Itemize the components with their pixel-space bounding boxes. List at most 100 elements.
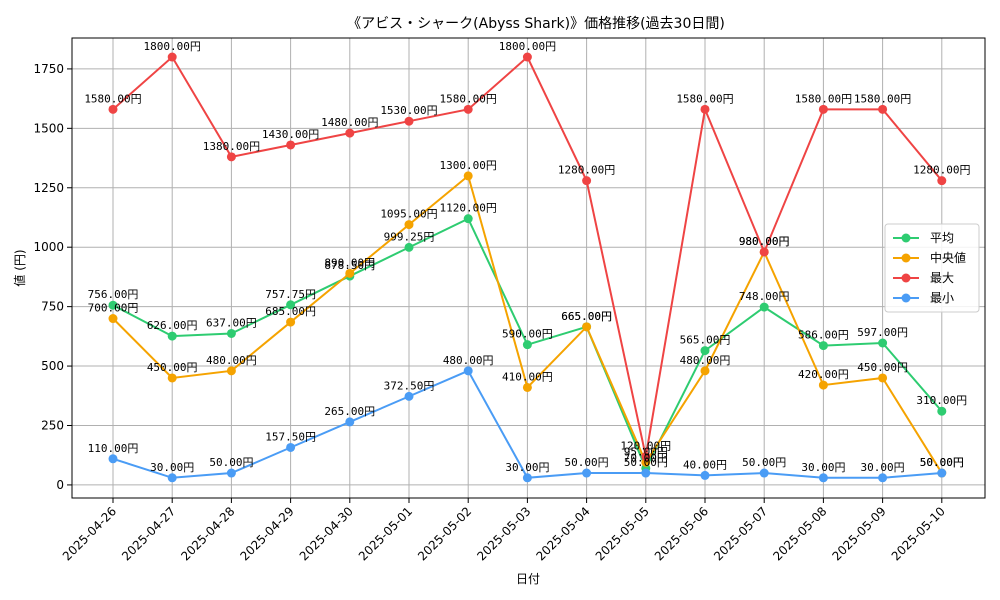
data-label: 685.00円 bbox=[265, 305, 316, 318]
legend-box bbox=[884, 223, 980, 313]
x-tick-label: 2025-05-08 bbox=[770, 504, 829, 563]
data-label: 30.00円 bbox=[505, 461, 549, 474]
data-point bbox=[937, 176, 947, 186]
data-label: 1280.00円 bbox=[913, 164, 970, 177]
data-label: 95.00円 bbox=[624, 445, 668, 458]
data-point bbox=[167, 331, 177, 341]
data-point bbox=[286, 300, 296, 310]
y-tick-label: 1750 bbox=[33, 62, 64, 76]
data-label: 980.00円 bbox=[739, 235, 790, 248]
data-label: 1580.00円 bbox=[440, 92, 497, 105]
data-label: 265.00円 bbox=[324, 405, 375, 418]
data-point bbox=[759, 247, 769, 257]
x-tick-label: 2025-05-07 bbox=[711, 504, 770, 563]
data-point bbox=[108, 104, 118, 114]
data-label: 30.00円 bbox=[801, 461, 845, 474]
data-point bbox=[286, 140, 296, 150]
data-label: 1280.00円 bbox=[558, 164, 615, 177]
x-tick-label: 2025-05-04 bbox=[534, 504, 593, 563]
data-label: 50.00円 bbox=[209, 456, 253, 469]
y-axis-label: 値 (円) bbox=[12, 249, 27, 286]
data-point bbox=[404, 242, 414, 252]
data-label: 372.50円 bbox=[384, 379, 435, 392]
data-point bbox=[818, 341, 828, 351]
x-tick-label: 2025-05-05 bbox=[593, 504, 652, 563]
data-point bbox=[818, 473, 828, 483]
data-point bbox=[878, 373, 888, 383]
x-axis-label: 日付 bbox=[516, 572, 540, 586]
legend-swatch-marker bbox=[901, 253, 911, 263]
data-label: 597.00円 bbox=[857, 326, 908, 339]
data-point bbox=[700, 366, 710, 376]
data-label: 50.00円 bbox=[742, 456, 786, 469]
legend-entry-label: 最小 bbox=[930, 291, 954, 305]
x-tick-label: 2025-04-29 bbox=[238, 504, 297, 563]
data-label: 999.25円 bbox=[384, 230, 435, 243]
data-point bbox=[522, 340, 532, 350]
y-tick-label: 1000 bbox=[33, 240, 64, 254]
data-point bbox=[226, 328, 236, 338]
data-point bbox=[818, 380, 828, 390]
data-point bbox=[700, 104, 710, 114]
series-lines bbox=[108, 52, 947, 483]
data-point bbox=[226, 152, 236, 162]
legend-entry-label: 最大 bbox=[930, 271, 954, 285]
data-label: 480.00円 bbox=[680, 354, 731, 367]
data-label: 310.00円 bbox=[916, 394, 967, 407]
data-label: 50.00円 bbox=[920, 456, 964, 469]
data-point bbox=[641, 468, 651, 478]
data-label: 1430.00円 bbox=[262, 128, 319, 141]
x-tick-label: 2025-05-10 bbox=[889, 504, 948, 563]
data-label: 1580.00円 bbox=[676, 92, 733, 105]
data-label: 665.00円 bbox=[561, 310, 612, 323]
data-label: 110.00円 bbox=[88, 442, 139, 455]
legend-swatch-marker bbox=[901, 293, 911, 303]
data-point bbox=[878, 104, 888, 114]
x-tick-label: 2025-05-06 bbox=[652, 504, 711, 563]
y-tick-label: 500 bbox=[41, 359, 64, 373]
data-point bbox=[878, 338, 888, 348]
data-point bbox=[167, 373, 177, 383]
data-label: 1580.00円 bbox=[84, 92, 141, 105]
y-tick-label: 250 bbox=[41, 418, 64, 432]
data-point bbox=[345, 128, 355, 138]
data-label: 1580.00円 bbox=[854, 92, 911, 105]
x-tick-label: 2025-05-01 bbox=[356, 504, 415, 563]
data-label: 450.00円 bbox=[147, 361, 198, 374]
y-tick-label: 1250 bbox=[33, 181, 64, 195]
data-label: 1800.00円 bbox=[499, 40, 556, 53]
x-tick-label: 2025-05-03 bbox=[474, 504, 533, 563]
data-label: 30.00円 bbox=[150, 461, 194, 474]
data-point bbox=[522, 52, 532, 62]
x-tick-label: 2025-05-09 bbox=[830, 504, 889, 563]
data-label: 420.00円 bbox=[798, 368, 849, 381]
data-point bbox=[226, 366, 236, 376]
data-label: 748.00円 bbox=[739, 290, 790, 303]
data-point bbox=[641, 451, 651, 461]
y-tick-label: 0 bbox=[56, 478, 64, 492]
data-label: 700.00円 bbox=[88, 302, 139, 315]
x-tick-label: 2025-04-28 bbox=[178, 504, 237, 563]
data-label: 410.00円 bbox=[502, 370, 553, 383]
data-point bbox=[522, 382, 532, 392]
data-label: 40.00円 bbox=[683, 458, 727, 471]
data-point bbox=[463, 171, 473, 181]
data-point bbox=[108, 454, 118, 464]
data-point bbox=[582, 468, 592, 478]
data-point bbox=[404, 116, 414, 126]
data-label: 1580.00円 bbox=[795, 92, 852, 105]
data-label: 120.00円 bbox=[620, 439, 671, 452]
data-point bbox=[404, 220, 414, 230]
data-labels: 756.00円 626.00円 637.00円 757.75円 878.50円 999.2… bbox=[84, 40, 970, 474]
data-label: 70.00円 bbox=[624, 451, 668, 464]
grid-lines bbox=[72, 38, 985, 498]
data-label: 450.00円 bbox=[857, 361, 908, 374]
data-label: 757.75円 bbox=[265, 288, 316, 301]
data-label: 50.00円 bbox=[565, 456, 609, 469]
data-point bbox=[108, 314, 118, 324]
data-label: 157.50円 bbox=[265, 430, 316, 443]
data-point bbox=[700, 470, 710, 480]
y-tick-label: 750 bbox=[41, 300, 64, 314]
